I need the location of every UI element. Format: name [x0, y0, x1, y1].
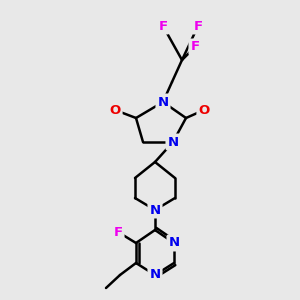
Text: N: N	[167, 136, 178, 148]
Text: F: F	[194, 20, 202, 32]
Text: N: N	[158, 95, 169, 109]
Text: O: O	[198, 103, 210, 116]
Text: O: O	[110, 103, 121, 116]
Text: N: N	[149, 203, 161, 217]
Text: N: N	[168, 236, 180, 250]
Text: F: F	[113, 226, 123, 238]
Text: F: F	[190, 40, 200, 53]
Text: F: F	[158, 20, 168, 32]
Text: N: N	[149, 268, 161, 281]
